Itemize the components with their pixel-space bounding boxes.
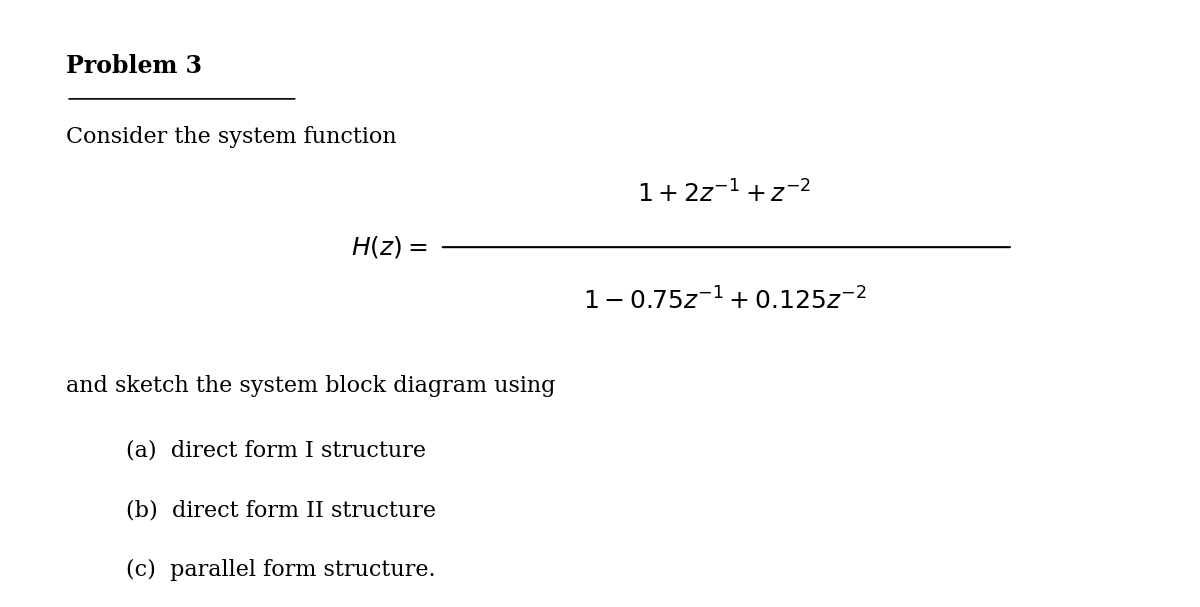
Text: Problem 3: Problem 3	[66, 55, 203, 78]
Text: (c)  parallel form structure.: (c) parallel form structure.	[126, 558, 436, 581]
Text: (b)  direct form II structure: (b) direct form II structure	[126, 499, 436, 521]
Text: Consider the system function: Consider the system function	[66, 126, 397, 148]
Text: $1 - 0.75z^{-1} + 0.125z^{-2}$: $1 - 0.75z^{-1} + 0.125z^{-2}$	[583, 287, 866, 314]
Text: (a)  direct form I structure: (a) direct form I structure	[126, 440, 426, 462]
Text: $H(z) =$: $H(z) =$	[352, 234, 428, 260]
Text: and sketch the system block diagram using: and sketch the system block diagram usin…	[66, 375, 556, 396]
Text: $1 + 2z^{-1} + z^{-2}$: $1 + 2z^{-1} + z^{-2}$	[637, 180, 811, 208]
